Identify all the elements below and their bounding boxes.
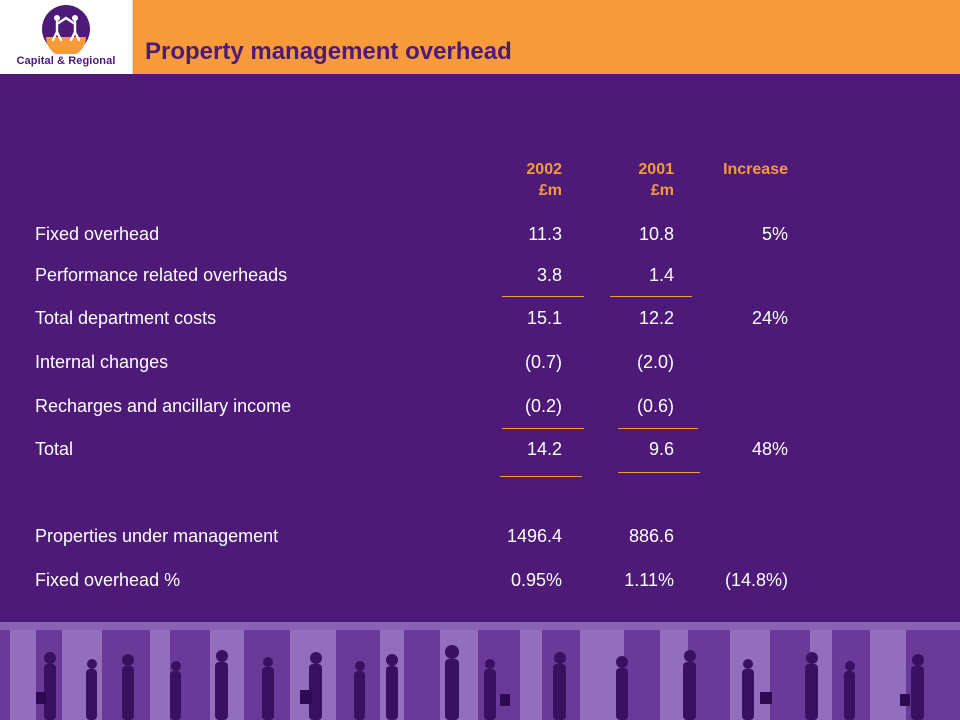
- value-increase: 5%: [761, 224, 788, 244]
- value-2001: 10.8: [638, 224, 674, 244]
- row-label-fixed-overhead-percent: Fixed overhead %: [35, 570, 181, 590]
- column-header-2002: 2002 £m: [500, 159, 562, 201]
- shoppers-banner-image: [0, 622, 960, 720]
- value-increase: 48%: [751, 439, 788, 459]
- row-label-total-department-costs: Total department costs: [35, 308, 217, 328]
- value-increase: (14.8%): [724, 570, 788, 590]
- value-2002: (0.2): [524, 396, 562, 416]
- row-label-performance-overheads: Performance related overheads: [35, 265, 288, 285]
- value-2002: 14.2: [526, 439, 562, 459]
- column-header-year: 2001: [638, 161, 674, 178]
- total-rule: [618, 472, 700, 473]
- subtotal-rule: [502, 428, 584, 429]
- value-2002: 3.8: [536, 265, 562, 285]
- column-header-unit: £m: [538, 182, 562, 199]
- value-increase: 24%: [751, 308, 788, 328]
- row-label-recharges: Recharges and ancillary income: [35, 396, 292, 416]
- logo-text: Capital & Regional: [16, 55, 116, 67]
- value-2001: 12.2: [638, 308, 674, 328]
- column-header-2001: 2001 £m: [612, 159, 674, 201]
- column-header-label: Increase: [723, 161, 788, 178]
- value-2002: 1496.4: [506, 526, 562, 546]
- header-bar: Capital & Regional Property management o…: [0, 0, 960, 74]
- value-2001: 886.6: [628, 526, 674, 546]
- value-2001: 1.4: [648, 265, 674, 285]
- subtotal-rule: [618, 428, 698, 429]
- value-2002: 11.3: [528, 224, 562, 244]
- value-2002: 0.95%: [510, 570, 562, 590]
- row-label-fixed-overhead: Fixed overhead: [35, 224, 160, 244]
- column-header-unit: £m: [650, 182, 674, 199]
- value-2001: (0.6): [636, 396, 674, 416]
- column-header-increase: Increase: [698, 159, 788, 180]
- value-2001: 1.11%: [624, 570, 674, 590]
- logo-icon: [42, 5, 90, 54]
- value-2002: (0.7): [524, 352, 562, 372]
- value-2001: (2.0): [636, 352, 674, 372]
- column-header-year: 2002: [526, 161, 562, 178]
- subtotal-rule: [502, 296, 584, 297]
- row-label-properties-under-management: Properties under management: [35, 526, 279, 546]
- row-label-internal-changes: Internal changes: [35, 352, 169, 372]
- value-2001: 9.6: [648, 439, 674, 459]
- subtotal-rule: [610, 296, 692, 297]
- value-2002: 15.1: [526, 308, 562, 328]
- total-rule: [500, 476, 582, 477]
- page-title: Property management overhead: [145, 38, 512, 65]
- company-logo: Capital & Regional: [0, 0, 133, 74]
- row-label-total: Total: [35, 439, 74, 459]
